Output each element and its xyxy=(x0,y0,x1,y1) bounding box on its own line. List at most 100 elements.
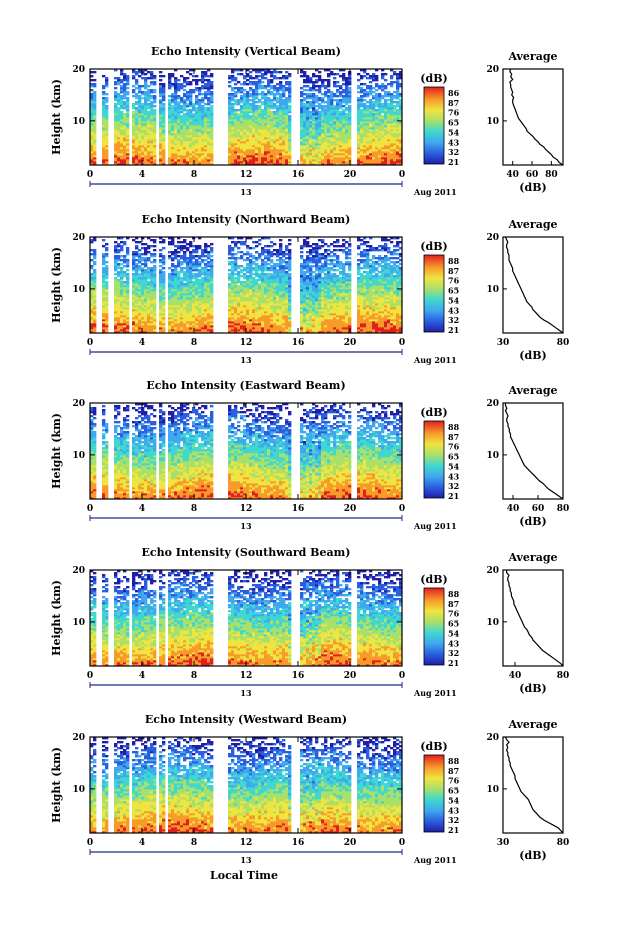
heatmap-cell xyxy=(261,131,264,133)
heatmap-cell xyxy=(348,145,351,147)
heatmap-cell xyxy=(174,95,177,97)
heatmap-cell xyxy=(132,139,135,141)
heatmap-cell xyxy=(231,135,234,137)
heatmap-cell xyxy=(204,157,207,159)
heatmap-cell xyxy=(267,129,270,131)
heatmap-cell xyxy=(177,121,180,123)
heatmap-cell xyxy=(150,97,153,99)
heatmap-cell xyxy=(93,131,96,133)
heatmap-cell xyxy=(144,113,147,115)
heatmap-cell xyxy=(228,105,231,107)
heatmap-cell xyxy=(153,101,156,103)
heatmap-cell xyxy=(102,101,105,103)
heatmap-cell xyxy=(231,105,234,107)
heatmap-cell xyxy=(348,97,351,99)
heatmap-cell xyxy=(123,89,126,91)
heatmap-cell xyxy=(114,95,117,97)
heatmap-cell xyxy=(249,87,252,89)
heatmap-cell xyxy=(348,157,351,159)
heatmap-cell xyxy=(105,137,108,139)
heatmap-cell xyxy=(318,131,321,133)
heatmap-cell xyxy=(270,143,273,145)
heatmap-cell xyxy=(273,151,276,153)
heatmap-cell xyxy=(228,97,231,99)
heatmap-cell xyxy=(93,105,96,107)
heatmap-cell xyxy=(252,153,255,155)
heatmap-cell xyxy=(285,155,288,157)
heatmap-cell xyxy=(150,95,153,97)
heatmap-cell xyxy=(183,85,186,87)
heatmap-cell xyxy=(237,103,240,105)
heatmap-cell xyxy=(120,143,123,145)
heatmap-cell xyxy=(207,79,210,81)
heatmap-cell xyxy=(276,161,279,163)
heatmap-cell xyxy=(243,93,246,95)
heatmap-cell xyxy=(348,101,351,103)
heatmap-cell xyxy=(93,109,96,111)
heatmap-cell xyxy=(306,137,309,139)
heatmap-cell xyxy=(279,113,282,115)
heatmap-cell xyxy=(270,75,273,77)
heatmap-cell xyxy=(312,123,315,125)
heatmap-cell xyxy=(318,135,321,137)
heatmap-cell xyxy=(153,161,156,163)
heatmap-cell xyxy=(234,145,237,147)
heatmap-cell xyxy=(192,135,195,137)
heatmap-cell xyxy=(147,159,150,161)
heatmap-cell xyxy=(117,137,120,139)
heatmap-cell xyxy=(366,77,369,79)
heatmap-cell xyxy=(345,145,348,147)
heatmap-cell xyxy=(261,109,264,111)
heatmap-cell xyxy=(312,115,315,117)
heatmap-cell xyxy=(357,137,360,139)
heatmap-cell xyxy=(228,133,231,135)
heatmap-cell xyxy=(138,85,141,87)
heatmap-cell xyxy=(261,85,264,87)
heatmap-cell xyxy=(357,121,360,123)
heatmap-cell xyxy=(252,137,255,139)
heatmap-cell xyxy=(135,119,138,121)
heatmap-cell xyxy=(255,143,258,145)
heatmap-cell xyxy=(246,139,249,141)
heatmap-cell xyxy=(264,127,267,129)
heatmap-cell xyxy=(228,77,231,79)
heatmap-cell xyxy=(357,97,360,99)
heatmap-cell xyxy=(240,157,243,159)
heatmap-cell xyxy=(126,137,129,139)
heatmap-cell xyxy=(273,111,276,113)
heatmap-cell xyxy=(159,115,162,117)
heatmap-cell xyxy=(177,161,180,163)
heatmap-cell xyxy=(240,115,243,117)
heatmap-cell xyxy=(132,159,135,161)
heatmap-cell xyxy=(276,97,279,99)
heatmap-cell xyxy=(171,157,174,159)
heatmap-cell xyxy=(138,143,141,145)
heatmap-cell xyxy=(198,159,201,161)
heatmap-cell xyxy=(288,135,291,137)
heatmap-cell xyxy=(150,81,153,83)
heatmap-cell xyxy=(318,145,321,147)
heatmap-cell xyxy=(189,155,192,157)
heatmap-cell xyxy=(360,101,363,103)
heatmap-cell xyxy=(273,117,276,119)
heatmap-cell xyxy=(312,73,315,75)
heatmap-cell xyxy=(288,161,291,163)
heatmap-cell xyxy=(255,161,258,163)
heatmap-cell xyxy=(330,97,333,99)
heatmap-cell xyxy=(126,83,129,85)
heatmap-cell xyxy=(210,161,213,163)
heatmap-cell xyxy=(333,117,336,119)
heatmap-cell xyxy=(357,161,360,163)
heatmap-cell xyxy=(339,133,342,135)
heatmap-cell xyxy=(171,111,174,113)
heatmap-cell xyxy=(201,135,204,137)
heatmap-cell xyxy=(231,139,234,141)
heatmap-cell xyxy=(207,141,210,143)
heatmap-cell xyxy=(246,121,249,123)
heatmap-cell xyxy=(198,121,201,123)
heatmap-cell xyxy=(240,143,243,145)
heatmap-cell xyxy=(147,157,150,159)
heatmap-cell xyxy=(117,155,120,157)
heatmap-cell xyxy=(300,149,303,151)
heatmap-cell xyxy=(141,155,144,157)
